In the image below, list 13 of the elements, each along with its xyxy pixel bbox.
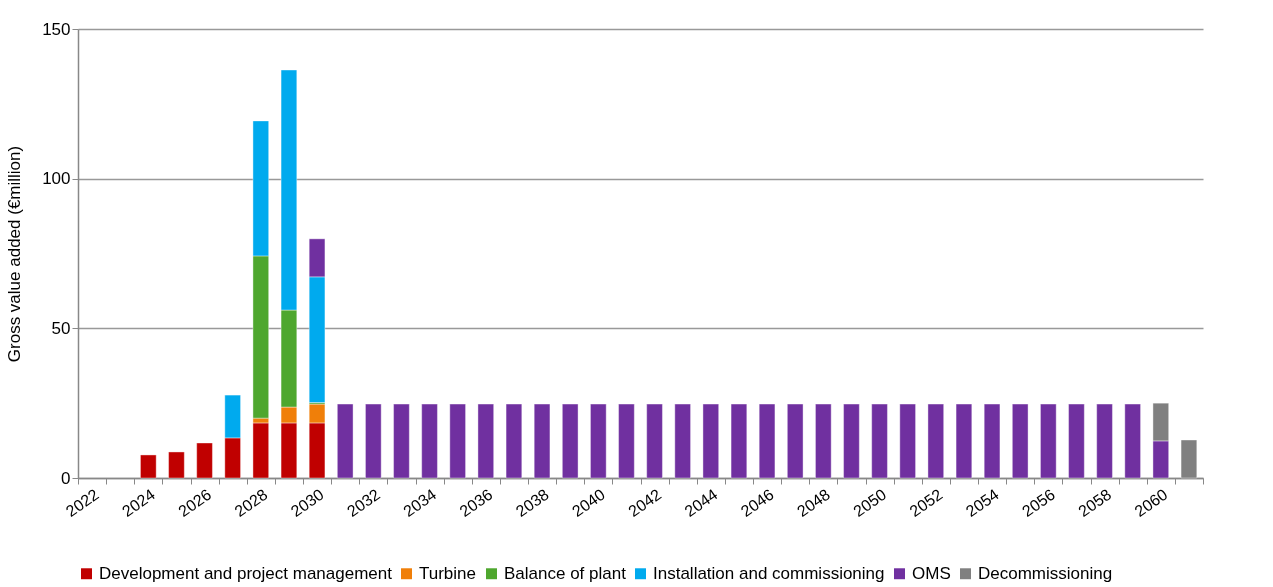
legend-label: Decommissioning [978,563,1113,583]
legend-label: Development and project management [99,563,393,583]
y-tick-label: 150 [42,19,71,39]
y-tick-label: 100 [42,169,71,189]
x-tick-label: 2036 [456,485,496,521]
legend-label: Turbine [419,563,477,583]
y-axis-title: Gross value added (€million) [5,145,25,363]
y-tick-label: 50 [51,318,71,338]
legend-label: OMS [912,563,951,583]
legend-label: Installation and commissioning [653,563,885,583]
y-tick-label: 0 [61,468,71,488]
legend-label: Balance of plant [504,563,627,583]
x-tick-label: 2052 [906,485,946,521]
